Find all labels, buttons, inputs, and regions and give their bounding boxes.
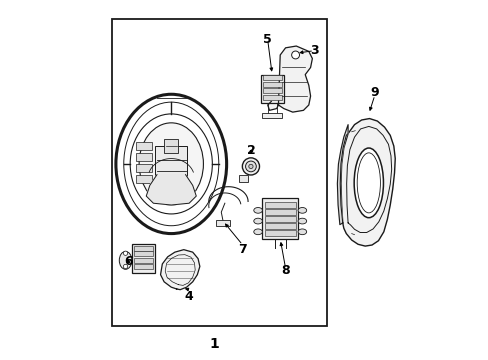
Polygon shape	[337, 125, 347, 225]
Bar	[264, 209, 295, 215]
Ellipse shape	[123, 251, 127, 255]
Polygon shape	[146, 175, 196, 205]
Bar	[135, 175, 151, 183]
Polygon shape	[340, 118, 394, 246]
Ellipse shape	[298, 218, 306, 224]
Bar	[134, 251, 152, 256]
Bar	[262, 82, 281, 87]
Bar	[132, 244, 155, 273]
Ellipse shape	[139, 123, 203, 205]
Ellipse shape	[242, 158, 259, 175]
Text: 3: 3	[309, 44, 318, 57]
Ellipse shape	[245, 161, 256, 172]
Ellipse shape	[253, 218, 262, 224]
Bar	[260, 75, 283, 103]
Ellipse shape	[123, 264, 127, 269]
Bar	[134, 246, 152, 251]
Bar	[239, 175, 247, 182]
Ellipse shape	[353, 148, 383, 218]
Ellipse shape	[298, 207, 306, 213]
Bar	[135, 153, 151, 161]
Ellipse shape	[356, 153, 380, 213]
Bar	[264, 202, 295, 207]
Bar	[134, 264, 152, 269]
Bar	[216, 220, 230, 226]
Bar	[135, 143, 151, 150]
Text: 7: 7	[238, 243, 246, 256]
Bar	[264, 223, 295, 229]
Bar	[262, 88, 281, 93]
Bar	[264, 230, 295, 236]
Ellipse shape	[291, 51, 299, 59]
Text: 1: 1	[209, 337, 219, 351]
Text: 9: 9	[370, 86, 378, 99]
Ellipse shape	[253, 207, 262, 213]
Text: 5: 5	[263, 33, 271, 46]
Bar	[264, 216, 295, 222]
Ellipse shape	[298, 229, 306, 235]
Polygon shape	[267, 102, 278, 111]
Text: 6: 6	[124, 255, 132, 267]
Text: 8: 8	[281, 264, 289, 276]
Polygon shape	[160, 249, 200, 290]
Bar	[134, 258, 152, 263]
Bar	[135, 164, 151, 172]
Bar	[262, 113, 282, 118]
Bar	[262, 198, 298, 239]
Polygon shape	[278, 46, 312, 112]
Text: 2: 2	[247, 144, 256, 157]
Bar	[112, 19, 326, 327]
Text: 4: 4	[184, 289, 193, 303]
Ellipse shape	[248, 164, 253, 168]
Ellipse shape	[119, 251, 132, 269]
Bar	[262, 75, 281, 80]
Bar	[164, 139, 178, 153]
Ellipse shape	[253, 229, 262, 235]
Bar	[262, 95, 281, 100]
Bar	[155, 146, 187, 182]
